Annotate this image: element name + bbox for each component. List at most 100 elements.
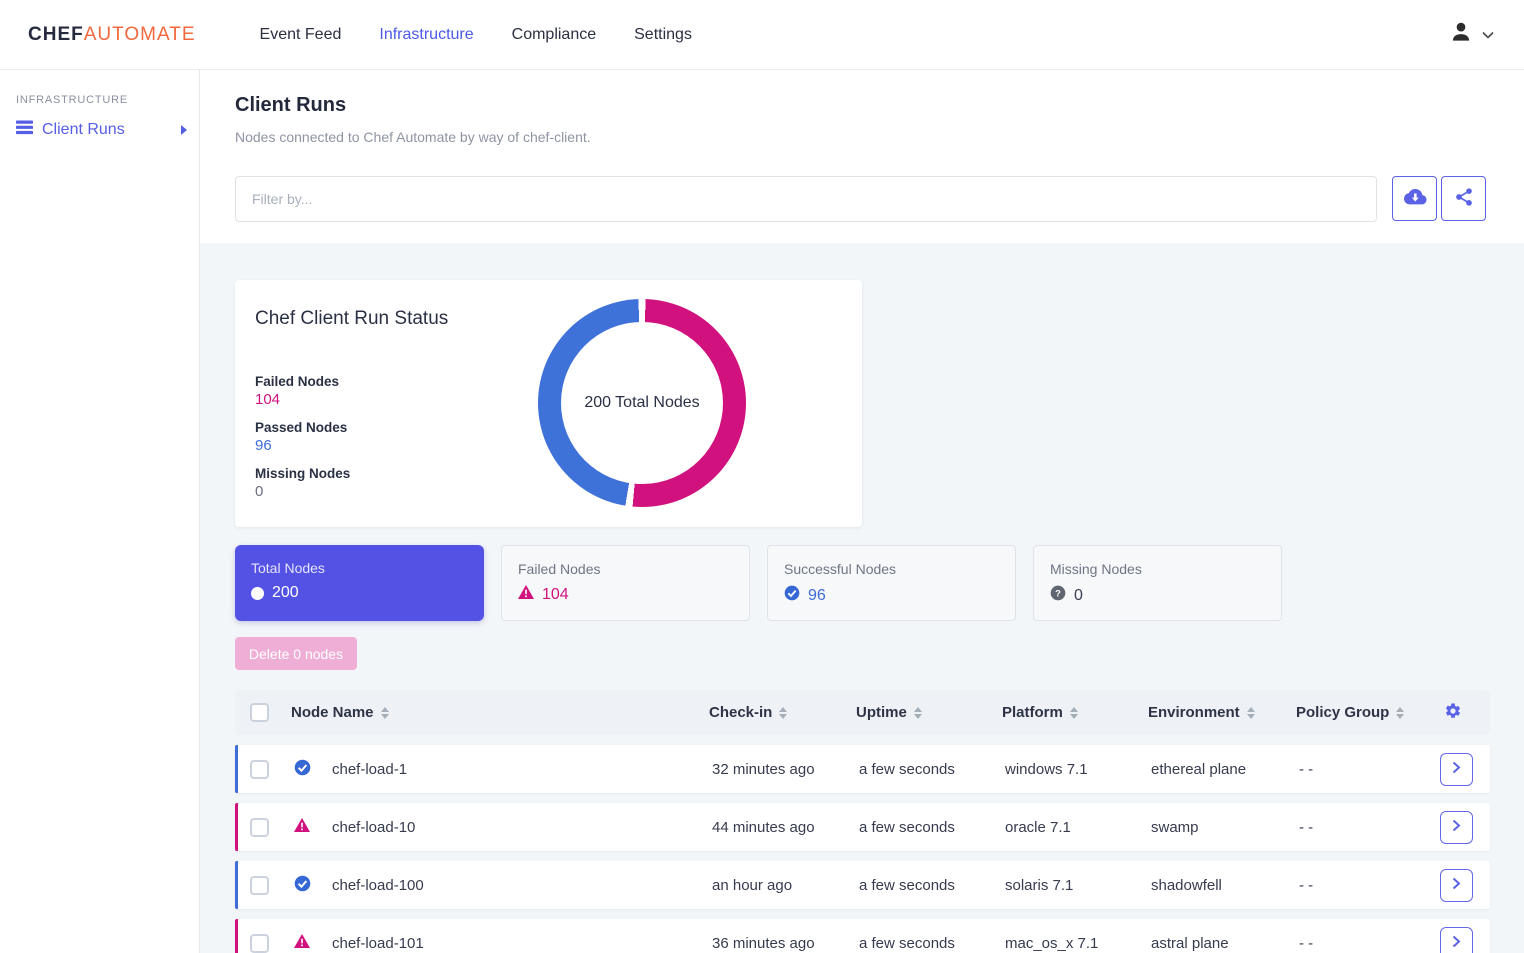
download-button[interactable] <box>1392 176 1437 221</box>
chevron-down-icon <box>1482 26 1494 44</box>
chevron-right-icon <box>1452 935 1461 951</box>
summary-missing-value: 0 <box>1074 586 1083 604</box>
row-expand-button[interactable] <box>1439 752 1473 786</box>
chevron-right-icon <box>1452 819 1461 835</box>
node-platform: oracle 7.1 <box>1005 818 1071 836</box>
sort-icon[interactable] <box>1246 706 1256 720</box>
table-row[interactable]: chef-load-101 36 minutes ago a few secon… <box>235 919 1490 953</box>
column-settings-button[interactable] <box>1416 702 1490 724</box>
node-name[interactable]: chef-load-1 <box>332 760 408 778</box>
cloud-download-icon <box>1403 188 1427 209</box>
summary-missing-label: Missing Nodes <box>1050 561 1142 577</box>
page-header: Client Runs Nodes connected to Chef Auto… <box>200 70 1524 243</box>
node-uptime: a few seconds <box>859 934 955 952</box>
delete-nodes-button[interactable]: Delete 0 nodes <box>235 637 357 670</box>
node-name[interactable]: chef-load-101 <box>332 934 424 952</box>
logo-automate: AUTOMATE <box>83 23 196 45</box>
column-node-name[interactable]: Node Name <box>291 704 709 721</box>
nav-settings[interactable]: Settings <box>634 25 692 43</box>
table-row[interactable]: chef-load-100 an hour ago a few seconds … <box>235 861 1490 909</box>
summary-cards: Total Nodes 200 Failed Nodes 104 <box>235 545 1490 621</box>
chevron-right-icon <box>1452 877 1461 893</box>
summary-card-failed[interactable]: Failed Nodes 104 <box>501 545 750 621</box>
run-status-title: Chef Client Run Status <box>255 308 449 329</box>
row-checkbox[interactable] <box>250 817 269 837</box>
row-expand-button[interactable] <box>1439 926 1473 953</box>
legend-missing: Missing Nodes 0 <box>255 466 350 500</box>
column-uptime[interactable]: Uptime <box>856 704 1002 721</box>
column-platform[interactable]: Platform <box>1002 704 1148 721</box>
node-checkin: an hour ago <box>712 876 793 894</box>
sort-icon[interactable] <box>778 706 788 720</box>
row-expand-button[interactable] <box>1439 868 1473 902</box>
sidebar-section-label: INFRASTRUCTURE <box>16 94 129 106</box>
donut-center-label: 200 Total Nodes <box>584 394 700 411</box>
node-uptime: a few seconds <box>859 760 955 778</box>
column-check-in[interactable]: Check-in <box>709 704 856 721</box>
status-failed-icon <box>294 934 310 952</box>
question-circle-icon: ? <box>1050 585 1066 606</box>
filter-input[interactable] <box>235 176 1377 222</box>
main-area: Client Runs Nodes connected to Chef Auto… <box>200 70 1524 953</box>
nav-infrastructure[interactable]: Infrastructure <box>379 25 474 43</box>
nav-compliance[interactable]: Compliance <box>511 25 597 43</box>
status-success-icon <box>294 759 311 780</box>
node-environment: astral plane <box>1151 934 1229 952</box>
summary-card-missing[interactable]: Missing Nodes ? 0 <box>1033 545 1282 621</box>
column-policy-group[interactable]: Policy Group <box>1296 704 1416 721</box>
node-platform: windows 7.1 <box>1005 760 1088 778</box>
user-menu[interactable] <box>1448 19 1494 50</box>
sort-icon[interactable] <box>913 706 923 720</box>
warning-triangle-icon <box>518 585 534 604</box>
legend-passed: Passed Nodes 96 <box>255 420 350 454</box>
node-name[interactable]: chef-load-10 <box>332 818 416 836</box>
summary-card-total[interactable]: Total Nodes 200 <box>235 545 484 621</box>
nav-event-feed[interactable]: Event Feed <box>259 25 342 43</box>
primary-nav: Event Feed Infrastructure Compliance Set… <box>260 26 692 44</box>
sort-icon[interactable] <box>1069 706 1079 720</box>
summary-card-successful[interactable]: Successful Nodes 96 <box>767 545 1016 621</box>
legend-missing-value: 0 <box>255 483 264 500</box>
legend-failed-value: 104 <box>255 391 281 408</box>
chef-automate-logo[interactable]: CHEFAUTOMATE <box>28 24 196 46</box>
user-avatar-icon <box>1448 19 1474 50</box>
sidebar: INFRASTRUCTURE Client Runs <box>0 70 200 953</box>
circle-icon <box>251 586 264 600</box>
filter-toolbar <box>235 176 1490 222</box>
node-policy-group: - - <box>1299 760 1314 778</box>
summary-total-value: 200 <box>272 584 299 601</box>
share-icon <box>1454 187 1474 210</box>
row-checkbox[interactable] <box>250 759 269 779</box>
node-policy-group: - - <box>1299 818 1314 836</box>
table-row[interactable]: chef-load-10 44 minutes ago a few second… <box>235 803 1490 851</box>
expand-arrow-icon[interactable] <box>181 125 187 135</box>
column-environment[interactable]: Environment <box>1148 704 1296 721</box>
share-button[interactable] <box>1441 176 1486 221</box>
list-icon <box>16 120 33 140</box>
sort-icon[interactable] <box>1395 706 1405 720</box>
svg-text:?: ? <box>1055 588 1061 598</box>
sort-icon[interactable] <box>380 706 390 720</box>
run-status-panel: Chef Client Run Status Failed Nodes 104 … <box>235 280 862 527</box>
node-name[interactable]: chef-load-100 <box>332 876 424 894</box>
sidebar-item-client-runs[interactable]: Client Runs <box>16 120 187 140</box>
node-environment: swamp <box>1151 818 1199 836</box>
table-row[interactable]: chef-load-1 32 minutes ago a few seconds… <box>235 745 1490 793</box>
gear-icon <box>1444 702 1462 724</box>
row-checkbox[interactable] <box>250 933 269 953</box>
summary-failed-value: 104 <box>542 585 569 603</box>
select-all-checkbox[interactable] <box>250 703 269 722</box>
top-nav: CHEFAUTOMATE Event Feed Infrastructure C… <box>0 0 1524 70</box>
node-uptime: a few seconds <box>859 818 955 836</box>
legend-passed-value: 96 <box>255 437 272 454</box>
row-expand-button[interactable] <box>1439 810 1473 844</box>
row-checkbox[interactable] <box>250 875 269 895</box>
node-checkin: 32 minutes ago <box>712 760 815 778</box>
status-success-icon <box>294 875 311 896</box>
legend-failed-label: Failed Nodes <box>255 374 340 389</box>
node-environment: ethereal plane <box>1151 760 1247 778</box>
donut-chart-wrap: 200 Total Nodes <box>538 299 746 507</box>
logo-chef: CHEF <box>28 23 84 45</box>
summary-successful-value: 96 <box>808 586 826 604</box>
